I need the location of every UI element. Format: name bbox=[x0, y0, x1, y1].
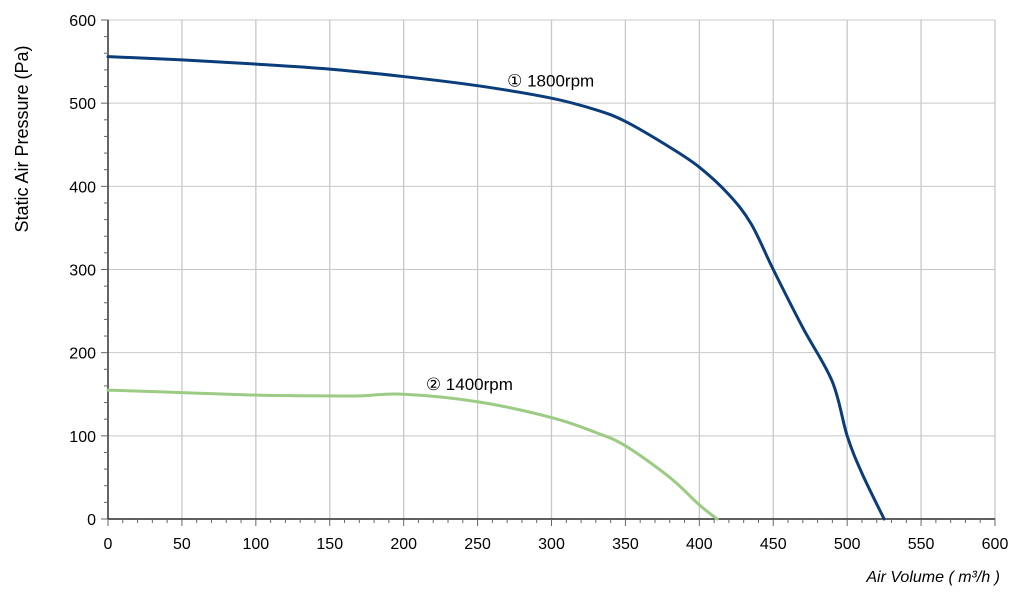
axes bbox=[101, 19, 996, 526]
x-tick-label: 50 bbox=[173, 536, 191, 553]
x-tick-label: 550 bbox=[908, 536, 935, 553]
x-tick-label: 400 bbox=[686, 536, 713, 553]
series-label-1: ① 1800rpm bbox=[507, 72, 594, 91]
y-tick-label: 0 bbox=[87, 512, 96, 529]
grid bbox=[108, 19, 996, 519]
x-tick-label: 150 bbox=[316, 536, 343, 553]
x-tick-label: 450 bbox=[760, 536, 787, 553]
series-line-1 bbox=[106, 55, 886, 521]
series-lines bbox=[106, 55, 886, 521]
y-tick-label: 400 bbox=[69, 179, 96, 196]
x-tick-label: 300 bbox=[538, 536, 565, 553]
y-tick-label: 600 bbox=[69, 13, 96, 30]
y-tick-label: 200 bbox=[69, 346, 96, 363]
series-labels: ① 1800rpm ② 1400rpm bbox=[426, 72, 594, 395]
x-axis-title: Air Volume ( m³/h ) bbox=[865, 569, 1000, 586]
y-tick-label: 300 bbox=[69, 263, 96, 280]
x-tick-label: 100 bbox=[242, 536, 269, 553]
series-line-2 bbox=[106, 388, 719, 521]
x-tick-label: 350 bbox=[612, 536, 639, 553]
y-axis-title: Static Air Pressure (Pa) bbox=[12, 45, 32, 232]
series-label-2: ② 1400rpm bbox=[426, 375, 513, 394]
x-tick-label: 200 bbox=[390, 536, 417, 553]
x-tick-label: 0 bbox=[104, 536, 113, 553]
x-tick-label: 500 bbox=[834, 536, 861, 553]
tick-labels: 0 50 100 150 200 250 300 350 400 450 500 550 600 0 100… bbox=[69, 13, 1008, 553]
y-tick-label: 100 bbox=[69, 429, 96, 446]
y-tick-label: 500 bbox=[69, 96, 96, 113]
x-tick-label: 600 bbox=[982, 536, 1009, 553]
x-tick-label: 250 bbox=[464, 536, 491, 553]
